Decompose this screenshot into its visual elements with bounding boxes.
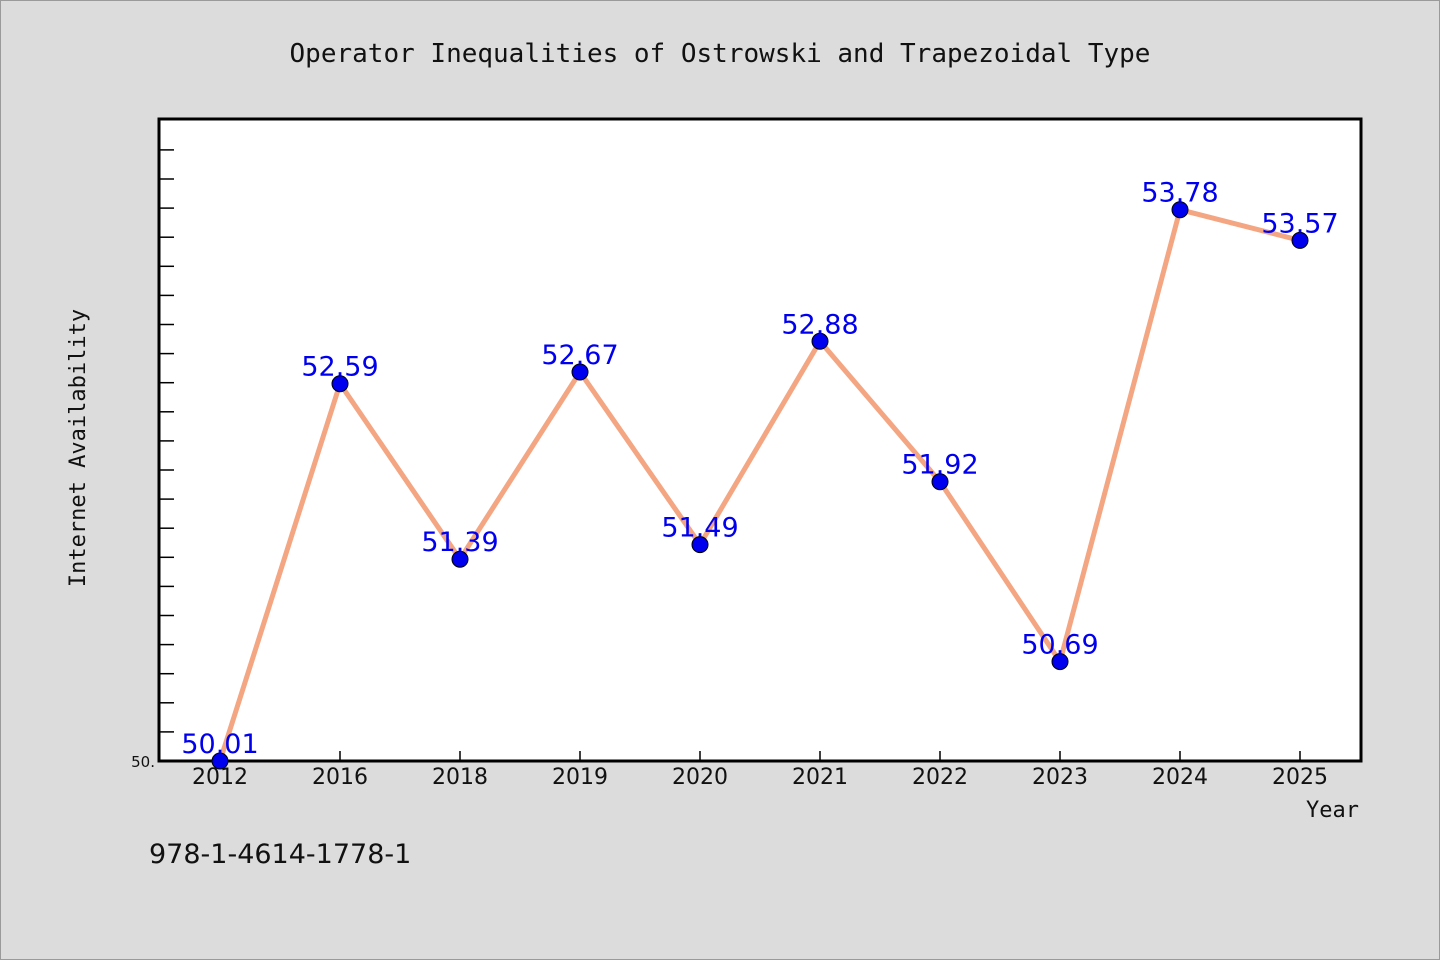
x-tick-label: 2019 — [552, 765, 608, 790]
x-tick-label: 2018 — [432, 765, 488, 790]
x-axis-label: Year — [1306, 798, 1359, 823]
data-point — [691, 536, 709, 554]
data-label: 53.78 — [1141, 178, 1218, 209]
series-markers — [211, 201, 1309, 770]
data-label: 51.49 — [661, 513, 738, 544]
isbn-annotation: 978-1-4614-1778-1 — [149, 839, 411, 870]
data-label: 52.88 — [781, 309, 858, 340]
data-point — [811, 332, 829, 350]
y-axis-tick-labels: 50. — [131, 753, 155, 771]
data-point — [451, 550, 469, 568]
x-tick-label: 2025 — [1272, 765, 1328, 790]
data-point — [331, 375, 349, 393]
chart-title: Operator Inequalities of Ostrowski and T… — [290, 39, 1151, 69]
data-label: 50.69 — [1021, 630, 1098, 661]
x-tick-label: 2022 — [912, 765, 968, 790]
y-tick-label: 50. — [131, 753, 155, 771]
y-axis-label: Internet Availability — [66, 309, 91, 587]
data-label: 52.59 — [301, 352, 378, 383]
data-label: 51.39 — [421, 527, 498, 558]
data-label: 50.01 — [181, 729, 258, 760]
data-label: 52.67 — [541, 340, 618, 371]
y-axis-ticks — [159, 149, 174, 762]
data-label: 53.57 — [1261, 208, 1338, 239]
data-point — [211, 752, 229, 770]
x-tick-label: 2024 — [1152, 765, 1208, 790]
data-label: 51.92 — [901, 450, 978, 481]
x-tick-label: 2023 — [1032, 765, 1088, 790]
data-point — [931, 473, 949, 491]
series-line — [217, 207, 1303, 764]
x-tick-label: 2021 — [792, 765, 848, 790]
x-tick-label: 2020 — [672, 765, 728, 790]
data-point — [571, 363, 589, 381]
x-axis-tick-labels: 2012 2016 2018 2019 2020 2021 2022 2023 2024 2025 — [192, 765, 1328, 790]
data-point — [1051, 653, 1069, 671]
data-point — [1291, 231, 1309, 249]
data-point — [1171, 201, 1189, 219]
data-labels: 50.01 52.59 51.39 52.67 51.49 52.88 51.92 50.69… — [181, 178, 1338, 760]
x-tick-label: 2016 — [312, 765, 368, 790]
